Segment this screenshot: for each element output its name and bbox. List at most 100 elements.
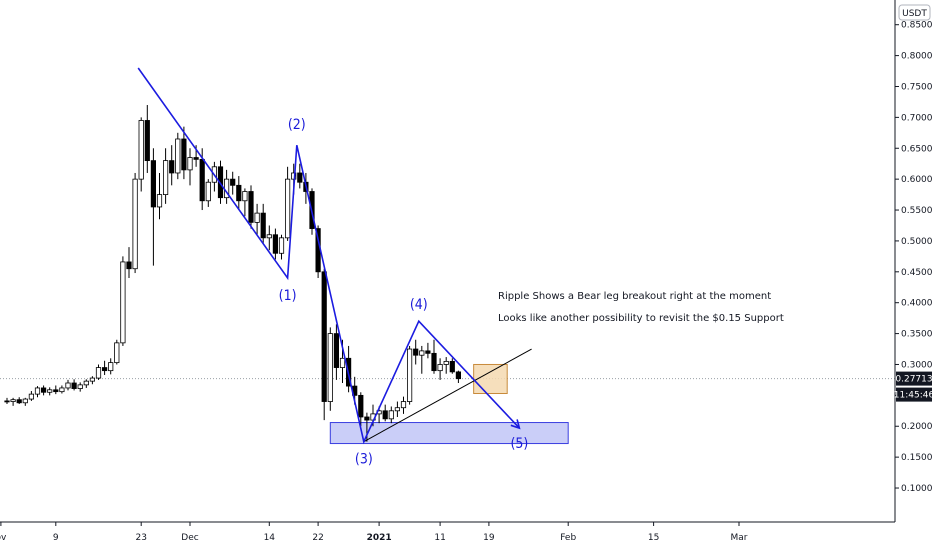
x-tick-label: 11	[434, 533, 445, 543]
candle-body	[449, 360, 455, 373]
candle-body	[297, 172, 303, 183]
candle-body	[284, 178, 291, 239]
candle-body	[175, 138, 181, 174]
elliott-wave-path[interactable]	[137, 67, 520, 445]
candle-body	[364, 416, 370, 421]
candle-body	[28, 393, 35, 400]
candle-body	[71, 382, 77, 389]
trendline[interactable]	[363, 348, 532, 443]
candle-body	[455, 371, 462, 380]
wave-label-3: (3)	[355, 452, 373, 468]
candle-body	[187, 157, 193, 171]
candle-body	[394, 407, 401, 412]
x-tick-label: Feb	[560, 533, 576, 543]
candle-body	[248, 191, 254, 223]
candle-body	[205, 181, 211, 202]
wave-label-1: (1)	[279, 288, 297, 304]
candle-body	[16, 399, 22, 404]
candle-body	[144, 120, 150, 162]
candle-body	[4, 400, 10, 403]
price-label: 0.27713	[895, 375, 932, 385]
price-label-box	[896, 371, 932, 386]
x-tick-label: 19	[483, 533, 495, 543]
x-tick-label: Dec	[181, 533, 198, 543]
candle-body	[425, 350, 431, 354]
candle-body	[400, 401, 407, 409]
candle-body	[321, 271, 327, 402]
candle-body	[327, 333, 333, 402]
candle-body	[47, 389, 53, 393]
candle-body	[114, 342, 120, 364]
candle-body	[120, 261, 126, 344]
candle-body	[132, 178, 138, 270]
x-tick-label: ov	[0, 533, 7, 543]
consolidation-box[interactable]	[473, 363, 508, 395]
candle-body	[34, 387, 41, 395]
annotation-text-1: Ripple Shows a Bear leg breakout right a…	[498, 291, 771, 302]
candle-body	[108, 362, 114, 372]
time-label-box	[896, 387, 932, 402]
wave-label-2: (2)	[288, 117, 306, 133]
candle-body	[181, 138, 187, 171]
x-tick-label: Mar	[731, 533, 748, 543]
candle-body	[230, 178, 236, 186]
candle-body	[156, 194, 163, 208]
candle-body	[10, 399, 16, 402]
time-label: 11:45:46	[894, 391, 932, 401]
candle-body	[102, 367, 108, 372]
candle-body	[333, 333, 340, 368]
x-tick-label: 22	[312, 533, 323, 543]
candle-body	[419, 350, 425, 356]
candle-body	[443, 360, 449, 365]
candle-body	[83, 380, 89, 386]
wave-label-4: (4)	[410, 297, 428, 313]
currency-badge-text: USDT	[902, 9, 927, 19]
candle-body	[266, 234, 272, 239]
candle-body	[169, 160, 175, 174]
candle-body	[59, 387, 65, 393]
candle-body	[89, 377, 95, 382]
candle-body	[53, 389, 59, 393]
currency-badge[interactable]: USDT	[898, 4, 931, 21]
candle-body	[242, 191, 248, 202]
wave-label-5: (5)	[510, 436, 528, 452]
candle-body	[22, 398, 28, 404]
x-tick-label: 14	[264, 533, 276, 543]
candle-body	[388, 410, 394, 420]
candle-body	[406, 348, 413, 402]
currency-badge-frame	[898, 4, 931, 21]
candle-body	[77, 384, 83, 389]
candle-body	[339, 357, 346, 368]
candle-body	[382, 410, 388, 420]
candle-body	[217, 166, 224, 199]
candle-body	[278, 237, 285, 254]
candle-body	[138, 120, 144, 180]
x-tick-label: 9	[53, 533, 59, 543]
candle-body	[162, 160, 169, 195]
candle-body	[413, 348, 419, 356]
candle-body	[199, 158, 205, 202]
candle-body	[431, 352, 437, 372]
y-tick-label: 0.10000	[901, 484, 932, 494]
candle-body	[272, 234, 279, 254]
candle-body	[95, 367, 102, 379]
candle-body	[236, 184, 242, 202]
x-tick-label: 2021	[367, 533, 392, 543]
candle-body	[437, 364, 443, 372]
candle-body	[254, 212, 260, 223]
candle-body	[150, 160, 156, 208]
